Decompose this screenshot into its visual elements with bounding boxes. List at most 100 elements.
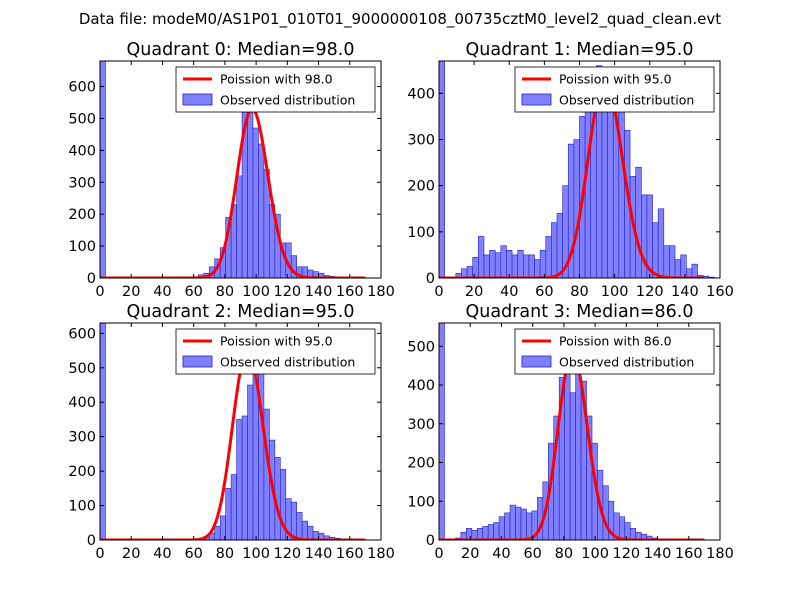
x-tick-label: 0 <box>434 284 443 300</box>
x-tick-label: 20 <box>461 546 479 562</box>
histogram-bar <box>258 143 265 278</box>
histogram-bar <box>307 525 314 540</box>
legend-label-poisson: Poission with 95.0 <box>559 72 672 87</box>
legend-hist-swatch <box>521 93 552 106</box>
x-tick-label: 120 <box>273 546 301 562</box>
histogram-bar <box>674 259 681 278</box>
histogram-bar <box>489 250 496 278</box>
x-tick-label: 100 <box>242 546 270 562</box>
x-tick-label: 80 <box>216 546 234 562</box>
x-tick-label: 180 <box>367 284 395 300</box>
x-tick-label: 180 <box>706 546 734 562</box>
x-tick-label: 100 <box>601 284 629 300</box>
axes-frame <box>99 60 382 279</box>
x-tick-label: 40 <box>153 284 171 300</box>
x-tick-label: 100 <box>242 284 270 300</box>
panels: 0 20 40 60 80 100 120 140 160 1800100200300400500… <box>68 40 734 562</box>
histogram-bar <box>669 245 676 278</box>
y-tick-label: 300 <box>407 417 435 433</box>
x-tick-label: 140 <box>305 284 333 300</box>
histogram-bar <box>439 323 445 540</box>
panel-quadrant-1: 0 20 40 60 80 100 120 140 160 0 100 200 300 400 Quadra… <box>407 40 734 300</box>
panel-title: Quadrant 0: Median=98.0 <box>126 40 354 60</box>
histogram-bar <box>482 526 489 540</box>
panel-title: Quadrant 3: Median=86.0 <box>465 302 693 322</box>
histogram-bar <box>629 528 636 540</box>
histogram-bar <box>663 245 670 278</box>
histogram-bar <box>534 259 541 278</box>
x-tick-label: 140 <box>305 546 333 562</box>
x-tick-label: 60 <box>523 546 541 562</box>
x-tick-label: 160 <box>336 284 364 300</box>
histogram-bar <box>494 252 502 278</box>
histogram-bar <box>556 213 563 278</box>
histogram-bar <box>478 236 485 278</box>
x-tick-label: 60 <box>184 546 202 562</box>
y-tick-label: 0 <box>87 533 96 549</box>
axes-frame <box>99 322 382 541</box>
histogram-bar <box>504 512 511 540</box>
histogram-bar <box>247 95 254 278</box>
histogram-bars <box>439 323 675 540</box>
y-tick-label: 400 <box>407 378 435 394</box>
histogram-bar <box>528 254 535 278</box>
histogram-bar <box>472 256 479 278</box>
x-tick-label: 160 <box>675 546 703 562</box>
y-tick-label: 600 <box>68 326 96 342</box>
histogram-bars <box>100 61 358 278</box>
panel-quadrant-2: 0 20 40 60 80 100 120 140 160 1800100200300400500… <box>68 302 395 562</box>
y-tick-label: 100 <box>407 225 435 241</box>
histogram-bar <box>601 93 608 278</box>
histogram-bar <box>241 415 248 540</box>
poisson-curve <box>439 78 703 278</box>
histogram-bar <box>624 522 631 540</box>
y-tick-label: 200 <box>407 179 435 195</box>
panel-quadrant-3: 0 20 40 60 80 100 120 140 160 1800100200300400500… <box>407 302 734 562</box>
y-tick-label: 200 <box>68 464 96 480</box>
histogram-bar <box>439 61 445 278</box>
y-tick-label: 400 <box>68 395 96 411</box>
histogram-bar <box>584 93 592 278</box>
histogram-bar <box>466 528 473 540</box>
histogram-bar <box>652 222 659 278</box>
histogram-bar <box>252 127 259 278</box>
histogram-bar <box>602 485 609 540</box>
histogram-bar <box>635 166 642 278</box>
histogram-bar <box>573 139 580 278</box>
histogram-bar <box>569 392 576 540</box>
histogram-bar <box>301 520 308 540</box>
x-tick-label: 120 <box>612 546 640 562</box>
x-tick-label: 60 <box>184 284 202 300</box>
histogram-bar <box>493 522 500 540</box>
histogram-bar <box>247 384 254 540</box>
histogram-bar <box>214 525 221 540</box>
histogram-bar <box>290 501 297 540</box>
x-tick-label: 80 <box>555 546 573 562</box>
legend-label-observed: Observed distribution <box>220 355 355 370</box>
y-tick-label: 500 <box>68 361 96 377</box>
histogram-bar <box>607 102 614 278</box>
x-tick-label: 160 <box>336 546 364 562</box>
panel-title: Quadrant 2: Median=95.0 <box>126 302 354 322</box>
histogram-bar <box>236 175 243 278</box>
histogram-bar <box>515 506 522 540</box>
x-tick-label: 20 <box>465 284 483 300</box>
y-tick-label: 300 <box>68 430 96 446</box>
y-tick-label: 400 <box>407 86 435 102</box>
panel-quadrant-0: 0 20 40 60 80 100 120 140 160 1800100200300400500… <box>68 40 395 300</box>
x-tick-label: 0 <box>95 284 104 300</box>
histogram-bar <box>236 419 243 540</box>
histogram-bar <box>466 266 474 278</box>
histogram-bar <box>100 61 106 278</box>
x-tick-label: 100 <box>581 546 609 562</box>
x-tick-label: 80 <box>570 284 588 300</box>
legend-hist-swatch <box>521 355 552 368</box>
panel-title: Quadrant 1: Median=95.0 <box>465 40 693 60</box>
y-tick-label: 200 <box>407 456 435 472</box>
legend-label-poisson: Poission with 95.0 <box>220 334 333 349</box>
histogram-bar <box>296 512 303 540</box>
y-tick-label: 300 <box>68 175 96 191</box>
axes-frame <box>438 322 721 541</box>
legend-label-observed: Observed distribution <box>220 93 355 108</box>
